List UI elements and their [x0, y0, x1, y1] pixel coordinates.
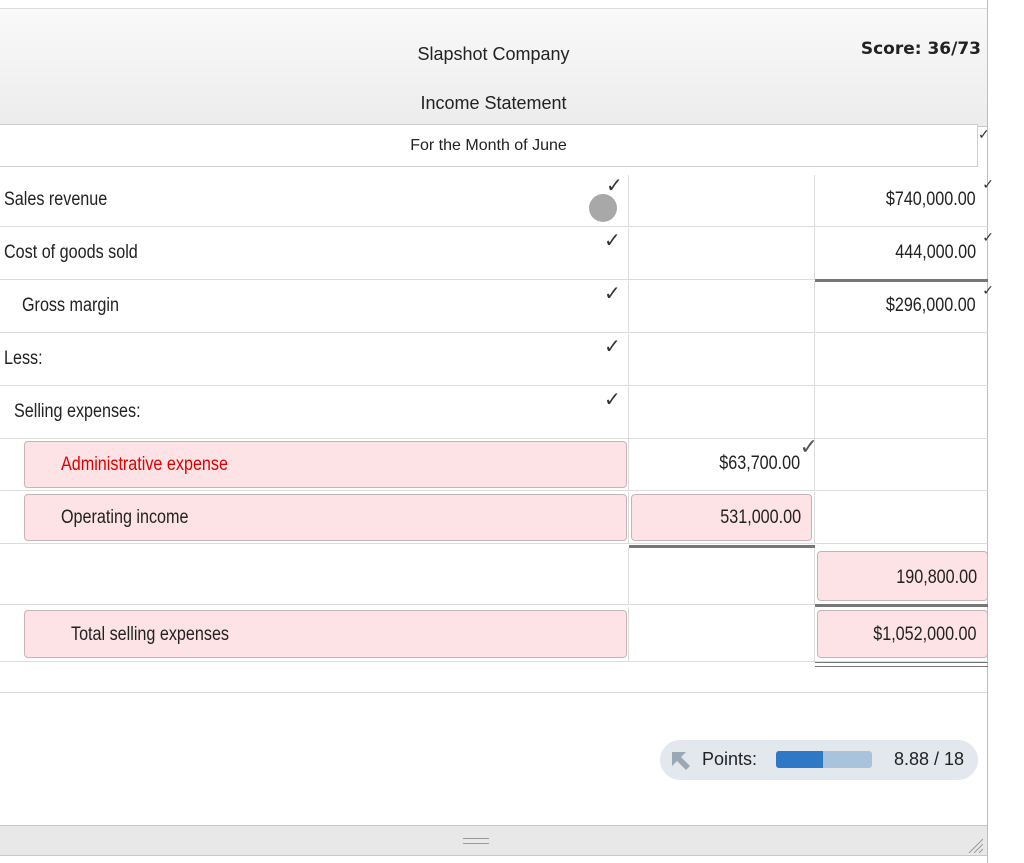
divider [0, 692, 987, 693]
amount-input-col2[interactable] [629, 281, 815, 333]
amount-input-col3[interactable] [815, 387, 988, 439]
amount-value: 531,000.00 [720, 507, 801, 528]
label-dropdown[interactable]: Gross margin ✓ [0, 281, 629, 333]
table-row: Selling expenses: ✓ [0, 387, 988, 439]
amount-value: $1,052,000.00 [873, 624, 977, 645]
row-label: Gross margin [22, 295, 119, 316]
check-icon: ✓ [604, 281, 621, 305]
amount-input-col2[interactable] [629, 228, 815, 280]
check-icon: ✓ [604, 228, 621, 252]
row-label: Sales revenue [4, 189, 108, 210]
amount-input-col2-cell: 531,000.00 [629, 492, 815, 544]
amount-input-col2[interactable] [629, 607, 815, 662]
double-underline-top [815, 662, 988, 663]
check-icon: ✓ [606, 173, 623, 197]
check-icon: ✓ [604, 387, 621, 411]
amount-input-col3[interactable]: $740,000.00 ✓ [815, 175, 994, 227]
corner-arrow-icon [672, 752, 690, 770]
score-label: Score: 36/73 [860, 39, 981, 59]
amount-value: $63,700.00 [719, 453, 800, 474]
resize-handle-icon[interactable] [965, 835, 983, 853]
table-row: Administrative expense $63,700.00 ✓ [0, 435, 988, 491]
amount-input-col3-cell: 190,800.00 [815, 548, 988, 605]
table-row: Gross margin ✓ $296,000.00 ✓ [0, 281, 994, 333]
label-dropdown[interactable]: Sales revenue ✓ [0, 173, 629, 227]
amount-input-col2[interactable] [629, 175, 815, 227]
label-dropdown[interactable]: Less: ✓ [0, 334, 629, 386]
table-row: Cost of goods sold ✓ 444,000.00 ✓ [0, 228, 994, 280]
amount-input-col3[interactable]: $1,052,000.00 [817, 610, 988, 658]
subtotal-underline [815, 604, 988, 607]
check-icon: ✓ [799, 435, 818, 460]
table-row: 190,800.00 [0, 548, 988, 605]
row-label: Less: [4, 348, 43, 369]
label-dropdown[interactable]: Total selling expenses [24, 610, 627, 658]
subtotal-underline [629, 545, 815, 548]
label-dropdown-cell: Administrative expense [0, 439, 629, 491]
label-dropdown[interactable]: Administrative expense [24, 441, 627, 488]
points-value: 8.88 / 18 [893, 749, 964, 769]
splitter-grip[interactable] [463, 838, 489, 844]
check-icon: ✓ [982, 230, 994, 246]
amount-value: 444,000.00 [895, 242, 976, 263]
amount-input-col2[interactable]: $63,700.00 ✓ [629, 435, 818, 491]
check-icon: ✓ [982, 283, 994, 299]
amount-value: $296,000.00 [886, 295, 976, 316]
points-panel: Points: 8.88 / 18 [660, 740, 978, 780]
period-check-icon: ✓ [978, 126, 990, 142]
row-label: Total selling expenses [71, 624, 230, 645]
amount-input-col3-cell: $1,052,000.00 [815, 607, 988, 662]
table-row: Less: ✓ [0, 334, 988, 386]
table-row: Sales revenue ✓ $740,000.00 ✓ [0, 173, 994, 227]
amount-input-col3[interactable]: $296,000.00 ✓ [815, 281, 994, 333]
table-row: Total selling expenses $1,052,000.00 [0, 607, 988, 662]
amount-input-col2[interactable] [629, 548, 815, 605]
row-label: Administrative expense [61, 454, 228, 475]
amount-input-col2[interactable] [629, 334, 815, 386]
points-label: Points: [702, 749, 758, 769]
circle-icon [589, 194, 617, 222]
amount-input-col3[interactable] [815, 439, 988, 491]
amount-value: 190,800.00 [896, 567, 977, 588]
label-dropdown-cell: Total selling expenses [0, 607, 629, 662]
amount-input-col2[interactable]: 531,000.00 [631, 494, 812, 541]
amount-value: $740,000.00 [886, 189, 976, 210]
amount-input-col3[interactable]: 444,000.00 ✓ [815, 228, 994, 280]
label-dropdown[interactable] [0, 548, 629, 605]
period-dropdown[interactable]: For the Month of June [0, 124, 978, 167]
label-dropdown[interactable]: Selling expenses: ✓ [0, 387, 629, 439]
check-icon: ✓ [982, 177, 994, 193]
amount-input-col2[interactable] [629, 387, 815, 439]
row-label: Selling expenses: [14, 401, 141, 422]
table-row: Operating income 531,000.00 [0, 492, 988, 544]
company-name: Slapshot Company [417, 44, 570, 64]
bottom-bar [0, 825, 987, 856]
statement-title: Income Statement [420, 93, 567, 113]
row-label: Cost of goods sold [4, 242, 138, 263]
worksheet-frame [987, 0, 988, 863]
label-dropdown[interactable]: Cost of goods sold ✓ [0, 228, 629, 280]
points-progress-fill [776, 751, 824, 768]
double-underline-bottom [815, 666, 988, 667]
subtotal-underline [815, 279, 988, 282]
amount-input-col3[interactable]: 190,800.00 [817, 551, 988, 601]
label-dropdown-cell: Operating income [0, 492, 629, 544]
points-progress-bar [776, 751, 872, 768]
row-label: Operating income [61, 507, 189, 528]
amount-input-col3[interactable] [815, 492, 988, 544]
statement-header: Slapshot Company Income Statement Score:… [0, 8, 987, 127]
amount-input-col3[interactable] [815, 334, 988, 386]
label-dropdown[interactable]: Operating income [24, 494, 627, 541]
check-icon: ✓ [604, 334, 621, 358]
